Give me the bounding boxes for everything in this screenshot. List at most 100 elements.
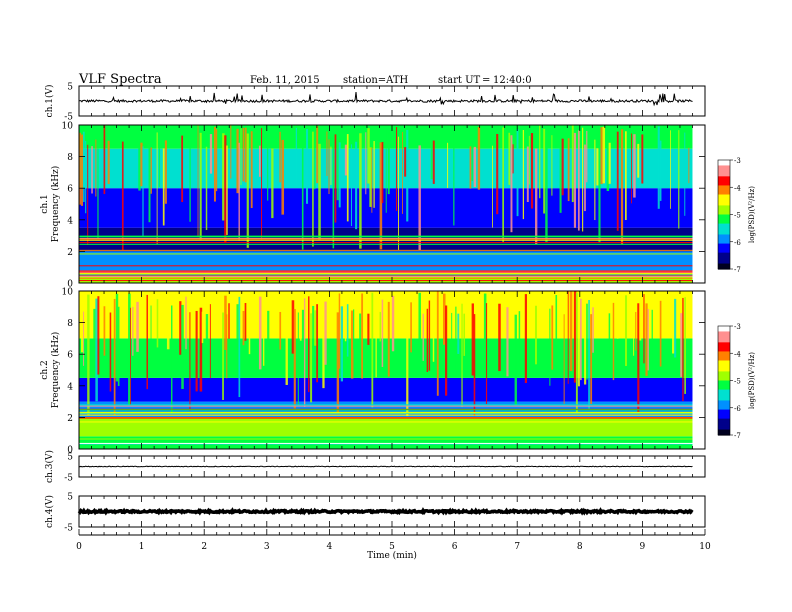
colorbar-swatch — [718, 429, 730, 432]
colorbar-swatch — [718, 433, 730, 436]
ch3-trace — [78, 465, 693, 468]
sferic-streak — [406, 307, 409, 417]
sferic-streak — [310, 313, 313, 403]
ch2-spectrogram-cells — [79, 291, 693, 449]
y-tick-label: 0 — [67, 280, 73, 290]
sferic-streak — [226, 314, 228, 379]
colorbar-swatch — [718, 326, 730, 329]
colorbar-swatch — [718, 239, 730, 243]
sferic-streak — [128, 293, 131, 405]
narrowband-line — [79, 265, 693, 267]
colorbar-swatch — [718, 400, 730, 403]
colorbar-swatch — [718, 409, 730, 412]
sferic-streak — [657, 126, 660, 209]
sferic-streak — [166, 307, 170, 350]
sferic-streak — [381, 142, 384, 204]
colorbar-swatch — [718, 407, 730, 411]
sferic-streak — [643, 294, 645, 364]
sferic-streak — [442, 293, 446, 345]
sferic-streak — [285, 311, 288, 385]
sferic-streak — [471, 134, 473, 182]
sferic-streak — [171, 305, 173, 414]
colorbar-swatch — [718, 254, 730, 257]
sferic-streak — [224, 295, 227, 350]
colorbar-swatch — [718, 338, 730, 342]
sferic-streak — [590, 314, 593, 404]
sferic-streak — [83, 131, 85, 202]
colorbar-swatch — [718, 393, 730, 396]
sferic-streak — [156, 132, 158, 245]
colorbar-swatch — [718, 329, 730, 333]
sferic-streak — [371, 292, 374, 408]
colorbar-swatch — [718, 174, 730, 177]
narrowband-line — [79, 275, 693, 277]
sferic-streak — [602, 126, 606, 184]
sferic-streak — [260, 128, 263, 241]
ch1-ylabel: Frequency (kHz) — [50, 166, 61, 243]
sferic-streak — [586, 130, 588, 183]
ch3-ylabel: ch.3(V) — [44, 450, 55, 483]
colorbar-swatch — [718, 336, 730, 340]
sferic-streak — [624, 131, 627, 221]
sferic-streak — [633, 300, 635, 356]
chart-title: VLF Spectra — [79, 72, 162, 87]
sferic-streak — [512, 144, 514, 174]
colorbar-swatch — [718, 236, 730, 239]
sferic-streak — [555, 295, 558, 372]
colorbar-swatch — [718, 384, 730, 387]
colorbar-swatch — [718, 340, 730, 343]
sferic-streak — [612, 302, 615, 381]
sferic-streak — [473, 146, 477, 188]
sferic-streak — [314, 310, 317, 346]
colorbar-swatch — [718, 190, 730, 194]
sferic-streak — [477, 126, 481, 190]
sferic-streak — [598, 127, 601, 243]
colorbar-swatch — [718, 402, 730, 405]
ch1-spectrogram-cells — [79, 125, 693, 283]
sferic-streak — [318, 143, 321, 241]
colorbar-swatch — [718, 252, 730, 256]
ch2-channel-label: ch.2 — [40, 360, 50, 379]
sferic-streak — [246, 133, 249, 248]
colorbar-swatch — [718, 344, 730, 347]
narrowband-line — [79, 417, 693, 419]
narrowband-line — [79, 274, 693, 276]
sferic-streak — [637, 143, 640, 178]
narrowband-line — [79, 417, 693, 419]
time-axis-tick-label: 3 — [264, 542, 270, 552]
colorbar-swatch — [718, 178, 730, 181]
sferic-streak — [97, 148, 99, 239]
colorbar-tick-label: -7 — [734, 432, 741, 440]
sferic-streak — [121, 141, 124, 251]
sferic-streak — [297, 312, 299, 406]
colorbar-tick-label: -6 — [734, 405, 741, 413]
y-tick-label: 2 — [67, 414, 73, 424]
colorbar-swatch — [718, 221, 730, 225]
colorbar-swatch — [718, 411, 730, 414]
sferic-streak — [514, 314, 517, 406]
sferic-streak — [406, 129, 409, 222]
colorbar-swatch — [718, 163, 730, 167]
ch2-ylabel: Frequency (kHz) — [50, 332, 61, 409]
sferic-streak — [181, 304, 184, 389]
y-tick-label: -5 — [64, 524, 73, 534]
colorbar-swatch — [718, 351, 730, 354]
colorbar-swatch — [718, 382, 730, 385]
colorbar-swatch — [718, 375, 730, 378]
y-tick-label: 6 — [67, 351, 73, 361]
sferic-streak — [209, 134, 213, 174]
narrowband-line — [79, 236, 693, 238]
sferic-streak — [236, 128, 239, 194]
sferic-streak — [338, 293, 341, 369]
colorbar-swatch — [718, 355, 730, 358]
ch4-trace — [77, 507, 694, 516]
sferic-streak — [391, 295, 395, 352]
narrowband-line — [79, 238, 693, 240]
colorbar-swatch — [718, 367, 730, 371]
colorbar-swatch — [718, 256, 730, 259]
sferic-streak — [608, 142, 611, 184]
sferic-streak — [426, 308, 429, 372]
colorbar-swatch — [718, 431, 730, 434]
sferic-streak — [620, 129, 624, 245]
sferic-streak — [328, 139, 330, 195]
